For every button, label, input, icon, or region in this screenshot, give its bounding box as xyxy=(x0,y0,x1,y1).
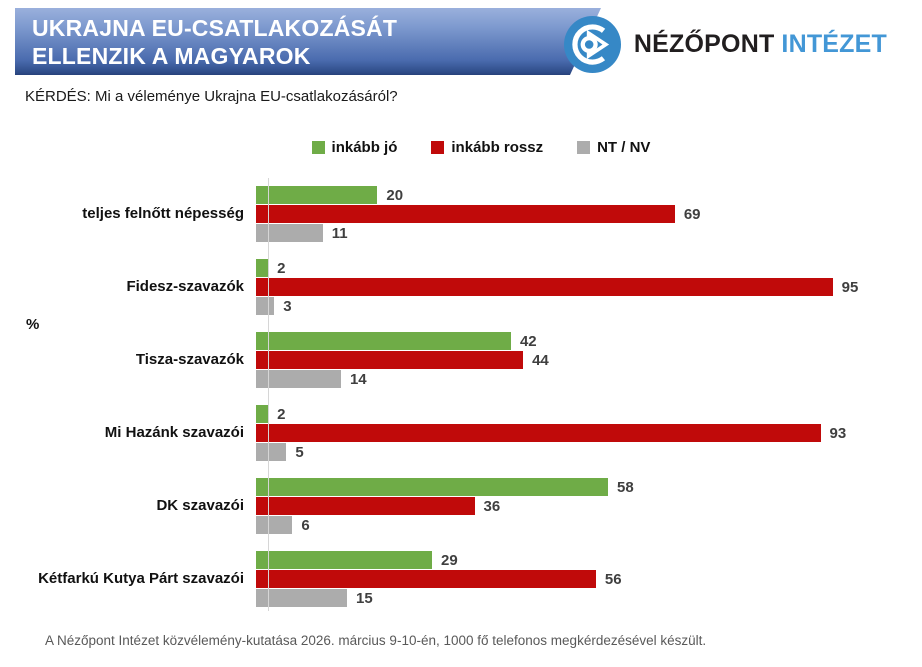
bar-value-label: 44 xyxy=(532,351,549,369)
legend-swatch xyxy=(431,141,445,154)
bar-ink-bb-j- xyxy=(256,405,269,423)
bar-row: 58 xyxy=(256,478,863,496)
bar-ink-bb-j- xyxy=(256,478,609,496)
category-label: teljes felnőtt népesség xyxy=(82,205,244,223)
bar-ink-bb-j- xyxy=(256,259,269,277)
bar-value-label: 11 xyxy=(331,224,348,242)
nezopont-eye-icon xyxy=(563,16,621,73)
category-label: Tisza-szavazók xyxy=(135,351,244,369)
chart-groups: teljes felnőtt népesség 20 69 11 Fidesz-sz… xyxy=(30,186,863,607)
bar-row: 15 xyxy=(256,589,863,607)
bar-row: 69 xyxy=(256,205,863,223)
bar-row: 3 xyxy=(256,297,863,315)
category-group: teljes felnőtt népesség 20 69 11 xyxy=(30,186,863,242)
category-bars: 2 93 5 xyxy=(256,405,863,461)
category-group: Mi Hazánk szavazói 2 93 5 xyxy=(30,405,863,461)
bar-value-label: 2 xyxy=(277,405,286,423)
bar-nt-nv xyxy=(256,297,275,315)
bar-nt-nv xyxy=(256,589,348,607)
bar-row: 5 xyxy=(256,443,863,461)
survey-question: KÉRDÉS: Mi a véleménye Ukrajna EU-csatla… xyxy=(25,88,398,105)
bar-row: 56 xyxy=(256,570,863,588)
brand-name-accent: INTÉZET xyxy=(781,30,887,58)
methodology-note: A Nézőpont Intézet közvélemény-kutatása … xyxy=(45,633,707,648)
category-bars: 2 95 3 xyxy=(256,259,863,315)
bar-nt-nv xyxy=(256,516,293,534)
brand-name: NÉZŐPONT INTÉZET xyxy=(634,30,887,59)
bar-value-label: 29 xyxy=(441,551,458,569)
bar-row: 20 xyxy=(256,186,863,204)
legend-label: NT / NV xyxy=(597,139,651,156)
bar-row: 95 xyxy=(256,278,863,296)
legend-item: NT / NV xyxy=(577,139,650,156)
legend-swatch xyxy=(311,141,325,154)
bar-ink-bb-j- xyxy=(256,551,433,569)
category-label: Fidesz-szavazók xyxy=(126,278,244,296)
bar-row: 6 xyxy=(256,516,863,534)
bar-value-label: 14 xyxy=(349,370,367,388)
bar-value-label: 2 xyxy=(277,259,286,277)
headline-line-1: UKRAJNA EU-CSATLAKOZÁSÁT xyxy=(32,14,398,41)
bar-row: 93 xyxy=(256,424,863,442)
brand-logo: NÉZŐPONT INTÉZET xyxy=(563,16,887,73)
category-group: DK szavazói 58 36 6 xyxy=(30,478,863,534)
bar-value-label: 3 xyxy=(283,297,292,315)
bar-ink-bb-rossz xyxy=(256,497,475,515)
percent-axis-label: % xyxy=(26,316,40,333)
bar-value-label: 36 xyxy=(483,497,501,515)
bar-value-label: 5 xyxy=(295,443,304,461)
category-bars: 42 44 14 xyxy=(256,332,863,388)
bar-value-label: 95 xyxy=(841,278,859,296)
bar-ink-bb-j- xyxy=(256,186,378,204)
bar-ink-bb-rossz xyxy=(256,351,524,369)
bar-chart: teljes felnőtt népesség 20 69 11 Fidesz-sz… xyxy=(30,178,863,611)
bar-ink-bb-rossz xyxy=(256,570,596,588)
bar-row: 29 xyxy=(256,551,863,569)
bar-value-label: 58 xyxy=(617,478,634,496)
category-label: Kétfarkú Kutya Párt szavazói xyxy=(38,570,244,588)
bar-row: 14 xyxy=(256,370,863,388)
bar-ink-bb-rossz xyxy=(256,278,833,296)
bar-nt-nv xyxy=(256,224,323,242)
bar-ink-bb-rossz xyxy=(256,205,675,223)
legend-label: inkább rossz xyxy=(451,139,544,156)
bar-value-label: 69 xyxy=(683,205,701,223)
headline-line-2: ELLENZIK A MAGYAROK xyxy=(32,42,311,69)
legend-swatch xyxy=(577,141,591,154)
bar-value-label: 56 xyxy=(604,570,622,588)
legend-item: inkább jó xyxy=(311,139,398,156)
bar-row: 11 xyxy=(256,224,863,242)
category-bars: 29 56 15 xyxy=(256,551,863,607)
legend: inkább jó inkább rossz NT / NV xyxy=(0,139,922,156)
bar-nt-nv xyxy=(256,370,341,388)
category-bars: 20 69 11 xyxy=(256,186,863,242)
bar-row: 44 xyxy=(256,351,863,369)
bar-value-label: 20 xyxy=(386,186,404,204)
bar-nt-nv xyxy=(256,443,287,461)
header-banner: UKRAJNA EU-CSATLAKOZÁSÁT ELLENZIK A MAGY… xyxy=(15,8,601,75)
bar-row: 2 xyxy=(256,259,863,277)
bar-value-label: 15 xyxy=(356,589,373,607)
category-bars: 58 36 6 xyxy=(256,478,863,534)
legend-item: inkább rossz xyxy=(431,139,543,156)
bar-row: 42 xyxy=(256,332,863,350)
bar-value-label: 6 xyxy=(301,516,310,534)
legend-label: inkább jó xyxy=(331,139,398,156)
category-group: Fidesz-szavazók 2 95 3 xyxy=(30,259,863,315)
bar-ink-bb-rossz xyxy=(256,424,821,442)
category-group: Kétfarkú Kutya Párt szavazói 29 56 15 xyxy=(30,551,863,607)
category-label: Mi Hazánk szavazói xyxy=(104,424,244,442)
bar-value-label: 93 xyxy=(829,424,847,442)
category-label: DK szavazói xyxy=(156,497,244,515)
brand-name-dark: NÉZŐPONT xyxy=(633,30,775,58)
bar-row: 36 xyxy=(256,497,863,515)
bar-ink-bb-j- xyxy=(256,332,511,350)
bar-row: 2 xyxy=(256,405,863,423)
bar-value-label: 42 xyxy=(519,332,537,350)
category-group: Tisza-szavazók 42 44 14 xyxy=(30,332,863,388)
y-axis-line xyxy=(268,178,269,611)
